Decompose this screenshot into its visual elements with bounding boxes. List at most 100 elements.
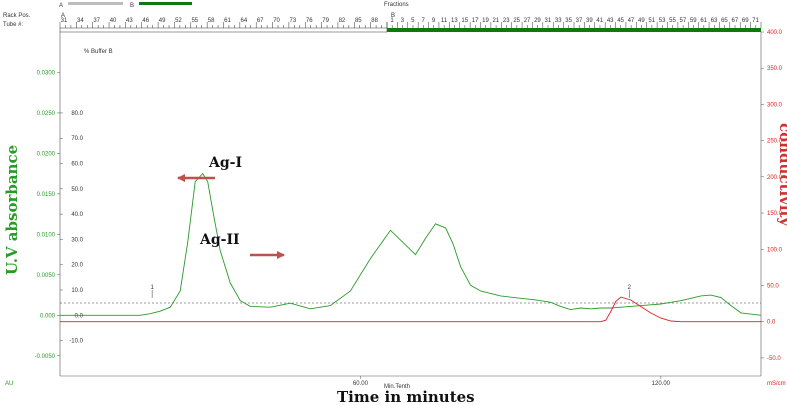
legend-a-label: A xyxy=(59,3,63,9)
conductivity-unit-label: mS/cm xyxy=(767,381,786,387)
conductivity-tick-label: -50.0 xyxy=(767,356,781,362)
fraction-number: 33 xyxy=(555,18,562,24)
conductivity-tick-label: 50.0 xyxy=(767,283,779,289)
buffer-tick-label: -10.0 xyxy=(69,339,83,345)
uv-tick-label: -0.0050 xyxy=(35,354,56,360)
uv-tick-label: 0.0300 xyxy=(37,70,56,76)
time-tick-label: 60.00 xyxy=(353,381,369,387)
buffer-tick-label: 20.0 xyxy=(71,263,83,269)
fraction-number: 40 xyxy=(110,18,117,24)
fractions-label: Fractions xyxy=(384,2,409,8)
conductivity-axis-ticks: 400.0 350.0 300.0 250.0 200.0 150.0 100.0 50.0 0… xyxy=(761,30,783,362)
uv-absorbance-series xyxy=(60,172,762,316)
fraction-number: 39 xyxy=(586,18,593,24)
buffer-tick-label: 50.0 xyxy=(71,187,83,193)
fraction-number: 71 xyxy=(752,18,759,24)
fraction-number: 27 xyxy=(524,18,531,24)
legend-a-swatch xyxy=(68,2,123,5)
fraction-number: 53 xyxy=(659,18,666,24)
fraction-number: 9 xyxy=(432,18,436,24)
fraction-number: 65 xyxy=(721,18,728,24)
fraction-number: 34 xyxy=(77,18,84,24)
fraction-number: 49 xyxy=(638,18,645,24)
rack-a-label: A xyxy=(61,13,65,19)
fraction-tick-marks xyxy=(59,22,762,28)
fraction-number: 29 xyxy=(534,18,541,24)
fraction-number: 37 xyxy=(576,18,583,24)
fraction-number: 59 xyxy=(690,18,697,24)
uv-axis-ticks: 0.0300 0.0250 0.0200 0.0150 0.0100 0.0050 0.00… xyxy=(35,70,60,360)
fraction-number: 49 xyxy=(159,18,166,24)
tube-label: Tube #: xyxy=(3,22,23,28)
fraction-number: 31 xyxy=(61,18,68,24)
uv-tick-label: 0.0200 xyxy=(37,151,56,157)
time-axis-unit: Min.Tenth xyxy=(384,384,410,390)
fraction-number: 70 xyxy=(273,18,280,24)
fraction-number: 37 xyxy=(93,18,100,24)
buffer-tick-label: 80.0 xyxy=(71,111,83,117)
fraction-number: 64 xyxy=(241,18,248,24)
fraction-number: 61 xyxy=(224,18,231,24)
fraction-number: 43 xyxy=(126,18,133,24)
fraction-number: 79 xyxy=(322,18,329,24)
ag-i-label: Ag-I xyxy=(208,155,242,171)
fraction-number: 52 xyxy=(175,18,182,24)
fraction-number: 19 xyxy=(482,18,489,24)
fraction-number: 17 xyxy=(472,18,479,24)
peak-marker-label: 2 xyxy=(628,285,632,291)
fraction-number-labels: 31 34 37 40 43 46 49 52 55 58 61 64 67 70 73 76 79 82 85 88… xyxy=(61,18,760,24)
buffer-axis-ticks: 80.0 70.0 60.0 50.0 40.0 30.0 20.0 10.0 0.0 -10.0 xyxy=(60,111,84,345)
fraction-number: 21 xyxy=(493,18,500,24)
uv-tick-label: 0.0150 xyxy=(37,192,56,198)
time-axis-title: Time in minutes xyxy=(337,388,475,405)
buffer-tick-label: 10.0 xyxy=(71,288,83,294)
fraction-number: 43 xyxy=(607,18,614,24)
time-axis-ticks: 60.00 120.00 xyxy=(353,376,671,387)
rack-b-label: B xyxy=(391,13,395,19)
fraction-number: 23 xyxy=(503,18,510,24)
conductivity-axis-title: conductivity xyxy=(776,123,787,228)
fraction-number: 85 xyxy=(355,18,362,24)
fraction-number: 57 xyxy=(680,18,687,24)
fraction-number: 1 xyxy=(390,18,394,24)
fraction-number: 46 xyxy=(142,18,149,24)
fraction-number: 47 xyxy=(628,18,635,24)
fraction-number: 41 xyxy=(596,18,603,24)
ag-ii-label: Ag-II xyxy=(199,232,240,248)
fraction-number: 82 xyxy=(339,18,346,24)
fraction-number: 13 xyxy=(451,18,458,24)
fraction-number: 76 xyxy=(306,18,313,24)
fraction-number: 55 xyxy=(669,18,676,24)
conductivity-tick-label: 200.0 xyxy=(767,175,783,181)
fraction-bar-rack-b xyxy=(387,28,761,32)
fraction-number: 7 xyxy=(421,18,425,24)
fraction-number: 61 xyxy=(700,18,707,24)
conductivity-series xyxy=(60,296,761,323)
rack-pos-label: Rack Pos. xyxy=(3,13,31,19)
conductivity-tick-label: 150.0 xyxy=(767,211,783,217)
fraction-number: 3 xyxy=(401,18,405,24)
buffer-tick-label: 60.0 xyxy=(71,162,83,168)
fraction-number: 25 xyxy=(513,18,520,24)
conductivity-tick-label: 0.0 xyxy=(767,320,776,326)
buffer-axis-unit: % Buffer B xyxy=(84,49,113,55)
uv-tick-label: 0.0100 xyxy=(37,232,56,238)
uv-unit-label: AU xyxy=(5,381,13,387)
fraction-number: 45 xyxy=(617,18,624,24)
fraction-number: 51 xyxy=(648,18,655,24)
fraction-number: 58 xyxy=(208,18,215,24)
fraction-number: 67 xyxy=(731,18,738,24)
buffer-tick-label: 30.0 xyxy=(71,237,83,243)
time-tick-label: 120.00 xyxy=(652,381,671,387)
uv-tick-label: 0.000 xyxy=(40,313,56,319)
fraction-bar-rack-a xyxy=(59,27,388,33)
fraction-number: 73 xyxy=(290,18,297,24)
fraction-number: 31 xyxy=(544,18,551,24)
buffer-tick-label: 0.0 xyxy=(75,313,84,319)
peak-marker-label: 1 xyxy=(150,285,154,291)
buffer-tick-label: 70.0 xyxy=(71,136,83,142)
legend-b-label: B xyxy=(130,3,134,9)
conductivity-tick-label: 350.0 xyxy=(767,66,783,72)
fraction-number: 67 xyxy=(257,18,264,24)
